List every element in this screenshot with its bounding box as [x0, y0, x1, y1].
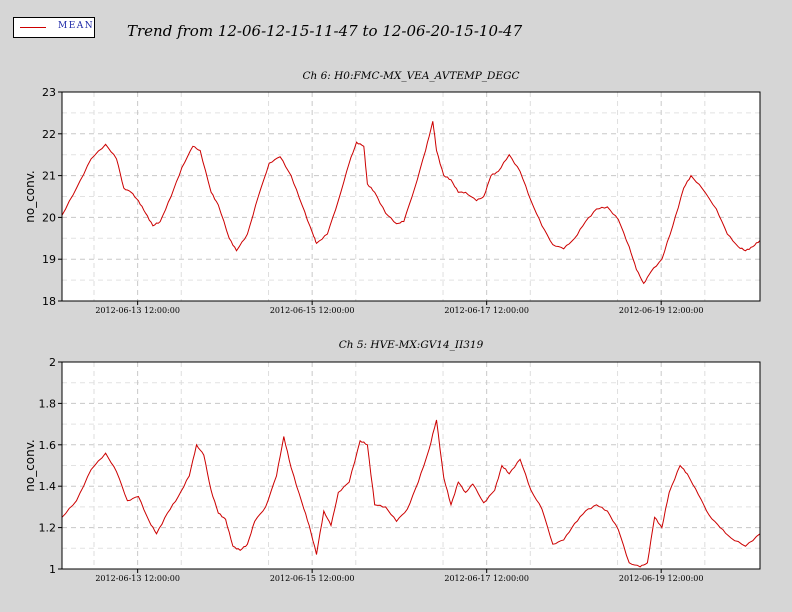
y-tick-label: 23	[42, 86, 56, 99]
x-tick-label: 2012-06-13 12:00:00	[95, 574, 180, 583]
x-tick-label: 2012-06-19 12:00:00	[619, 306, 704, 315]
y-tick-label: 1.6	[39, 439, 57, 452]
x-tick-label: 2012-06-17 12:00:00	[444, 306, 529, 315]
y-tick-label: 22	[42, 128, 56, 141]
x-tick-label: 2012-06-17 12:00:00	[444, 574, 529, 583]
x-tick-label: 2012-06-19 12:00:00	[619, 574, 704, 583]
x-tick-label: 2012-06-13 12:00:00	[95, 306, 180, 315]
y-tick-label: 20	[42, 211, 56, 224]
x-tick-label: 2012-06-15 12:00:00	[270, 574, 355, 583]
plot-area	[61, 91, 761, 302]
y-tick-label: 1.4	[39, 480, 57, 493]
y-axis-label: no_conv.	[23, 439, 37, 491]
main-title: Trend from 12-06-12-15-11-47 to 12-06-20…	[127, 22, 523, 40]
y-tick-label: 1.8	[39, 397, 57, 410]
x-tick-label: 2012-06-15 12:00:00	[270, 306, 355, 315]
plot-area	[61, 361, 761, 570]
y-tick-label: 2	[49, 356, 56, 369]
series-line-temp	[61, 121, 761, 285]
y-tick-label: 1.2	[39, 522, 57, 535]
plot-frame	[61, 91, 761, 302]
panel-title: Ch 6: H0:FMC-MX_VEA_AVTEMP_DEGC	[302, 70, 519, 82]
series-line-current	[61, 419, 761, 568]
legend-line-swatch	[20, 27, 46, 28]
y-tick-label: 18	[42, 295, 56, 308]
legend: MEAN	[13, 17, 95, 38]
y-axis-label: no_conv.	[23, 170, 37, 222]
y-tick-label: 21	[42, 170, 56, 183]
y-tick-label: 19	[42, 253, 56, 266]
plot-frame	[61, 361, 761, 570]
legend-label: MEAN	[58, 21, 95, 31]
y-tick-label: 1	[49, 563, 56, 576]
panel-title: Ch 5: HVE-MX:GV14_II319	[339, 339, 484, 351]
